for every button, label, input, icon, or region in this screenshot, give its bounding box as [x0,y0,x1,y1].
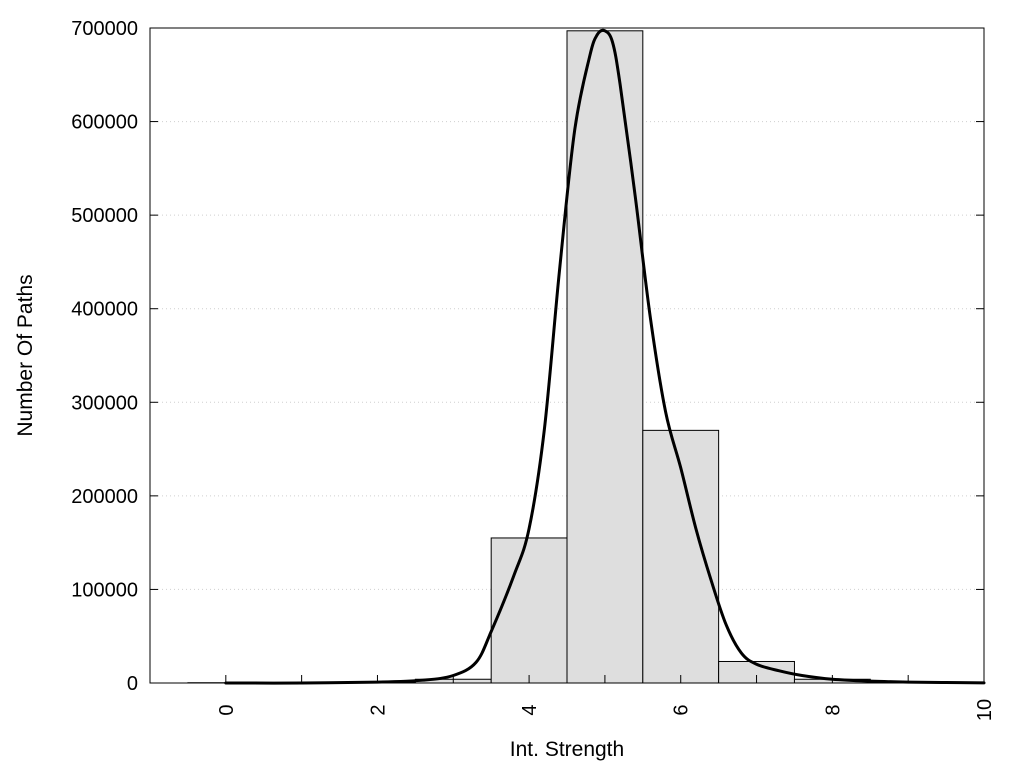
y-tick-label: 200000 [71,486,138,508]
x-tick-label: 4 [519,704,541,715]
y-tick-label: 500000 [71,205,138,227]
x-tick-label: 2 [367,704,389,715]
y-tick-label: 400000 [71,299,138,321]
y-tick-label: 300000 [71,392,138,414]
x-tick-label: 8 [822,704,844,715]
y-tick-label: 700000 [71,18,138,40]
y-axis-ticks: 0 100000 200000 300000 400000 500000 600000 700… [71,18,984,695]
histogram-bars [187,30,947,684]
y-tick-label: 0 [127,673,138,695]
x-axis-label: Int. Strength [510,738,624,761]
y-tick-label: 100000 [71,579,138,601]
fit-curve [224,28,986,685]
plot-frame [149,27,985,684]
y-tick-label: 600000 [71,112,138,134]
histogram-bar [566,30,644,684]
x-tick-label: 10 [974,699,996,721]
y-axis-label: Number Of Paths [14,274,37,436]
x-tick-label: 0 [216,704,238,715]
x-axis-ticks: 0 2 4 6 8 10 [216,675,996,721]
x-tick-label: 6 [671,704,693,715]
histogram-bar [490,537,568,684]
